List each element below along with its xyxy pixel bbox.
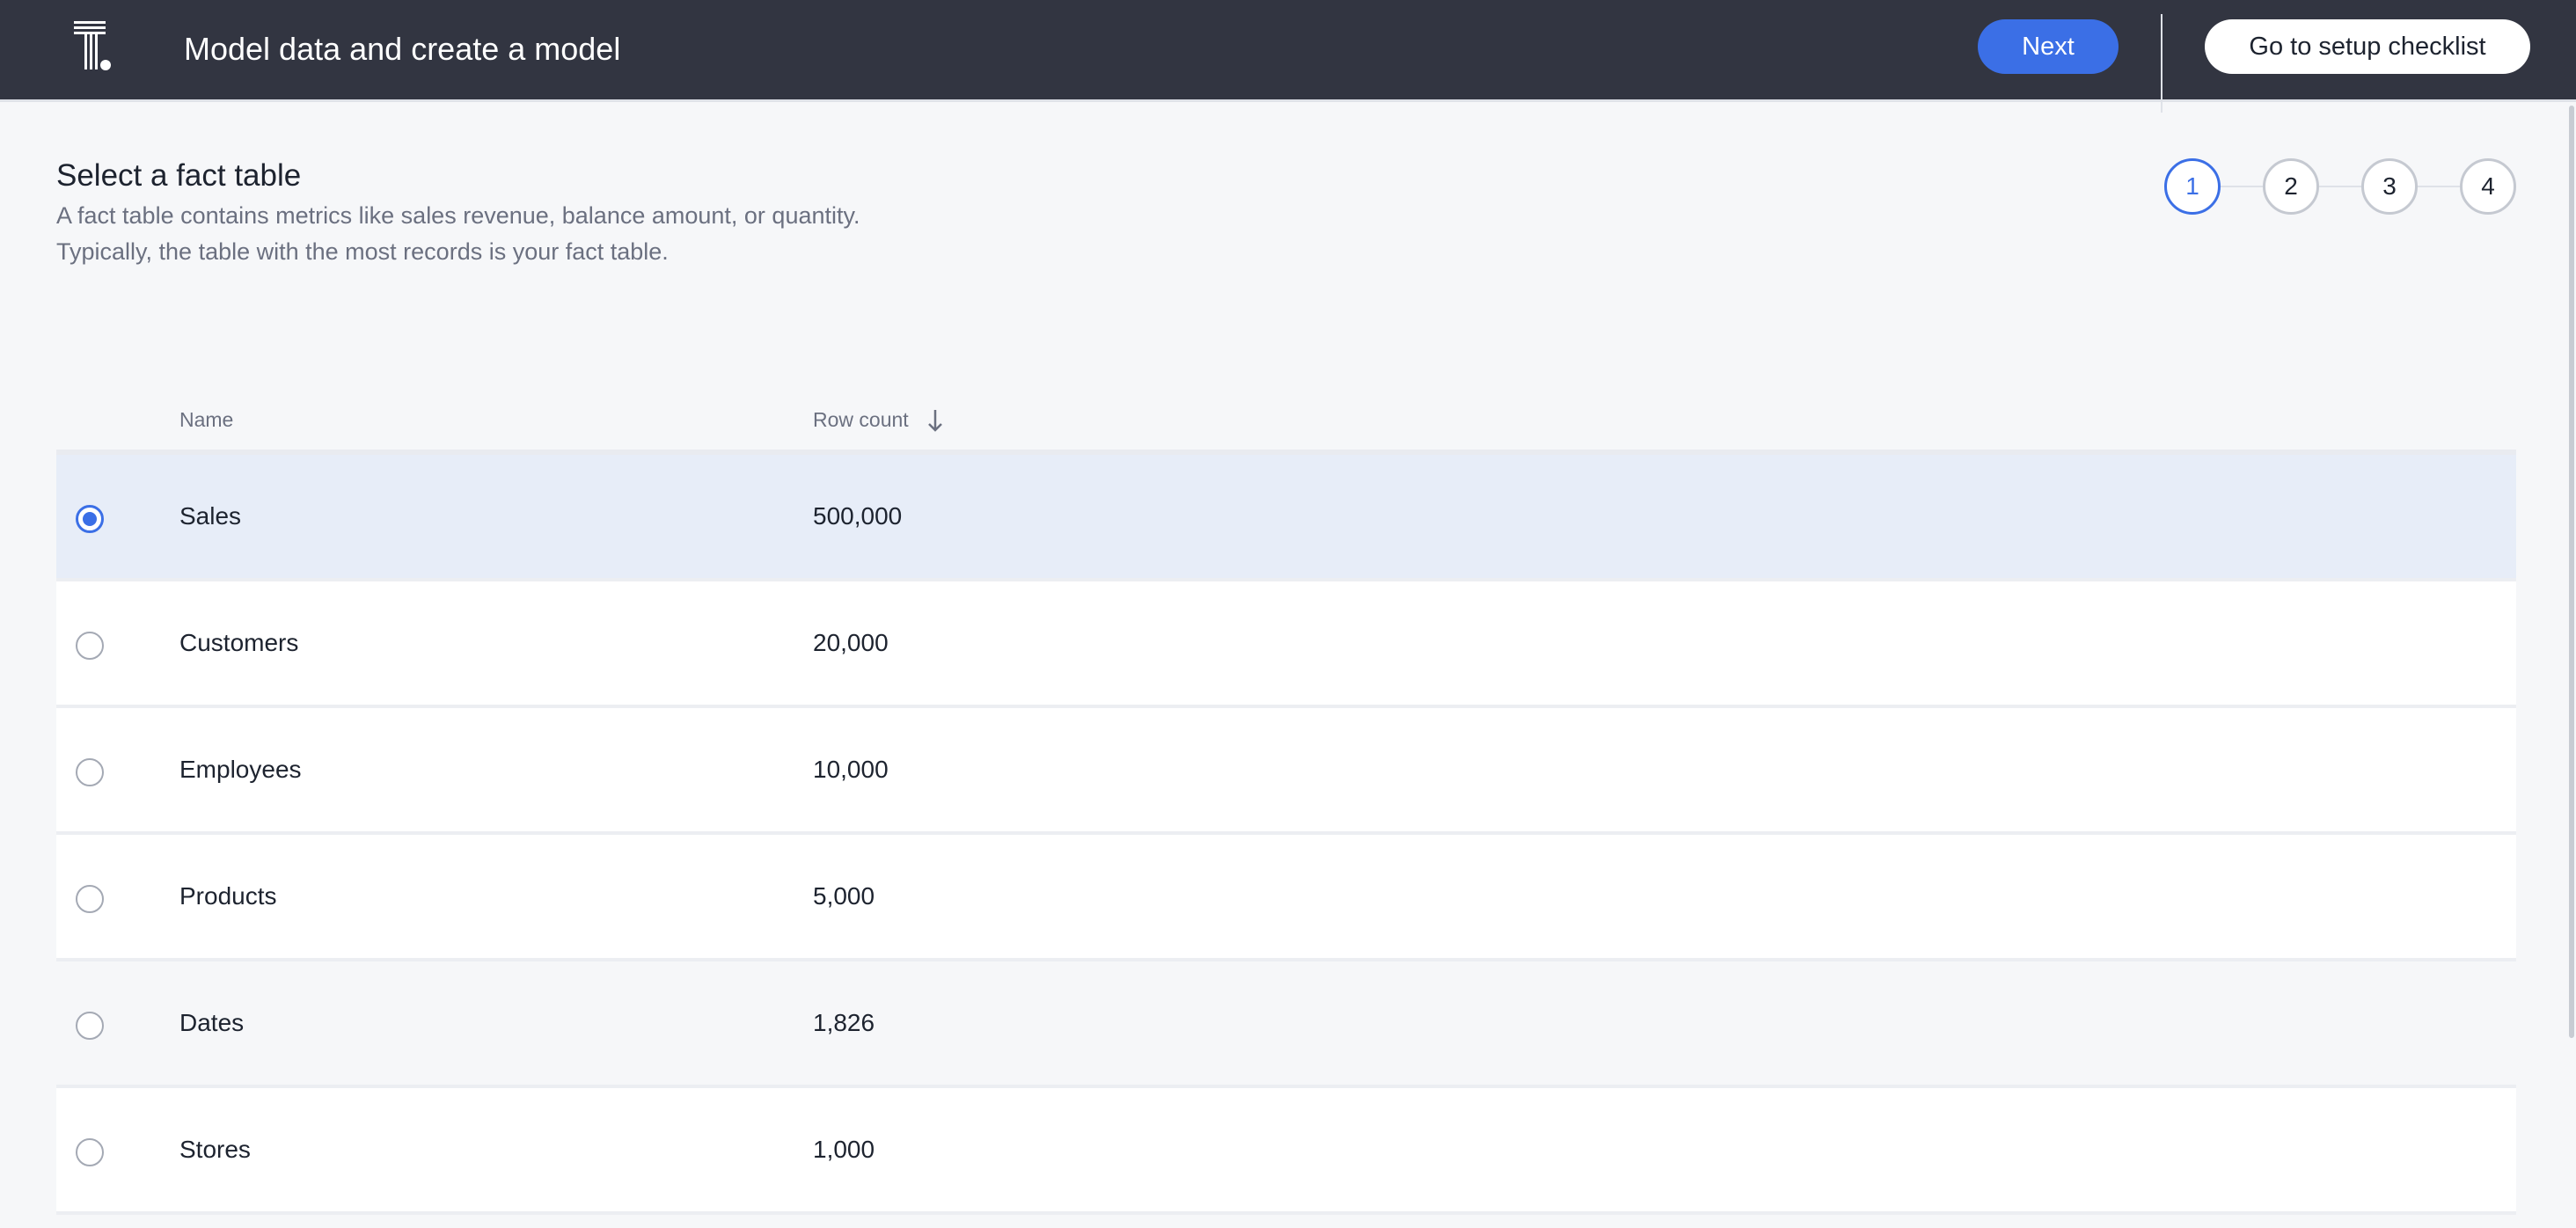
stepper: 1 2 3 4 bbox=[2164, 158, 2516, 215]
table-name: Products bbox=[179, 882, 277, 910]
table-row[interactable]: Stores 1,000 bbox=[56, 1088, 2516, 1215]
top-bar: Model data and create a model Next Go to… bbox=[0, 0, 2576, 113]
divider bbox=[2161, 14, 2163, 113]
row-count: 1,826 bbox=[813, 1009, 875, 1036]
sort-down-arrow-icon[interactable] bbox=[927, 408, 943, 433]
row-count: 20,000 bbox=[813, 629, 889, 656]
table-header: Name Row count bbox=[56, 387, 2516, 455]
radio-button[interactable] bbox=[76, 1012, 104, 1040]
step-1[interactable]: 1 bbox=[2164, 158, 2221, 215]
fact-table-list: Name Row count Sales 500,000 Customers 2… bbox=[56, 387, 2516, 1215]
table-name: Customers bbox=[179, 629, 299, 656]
table-name: Sales bbox=[179, 502, 242, 530]
step-3[interactable]: 3 bbox=[2361, 158, 2418, 215]
table-row[interactable]: Employees 10,000 bbox=[56, 708, 2516, 835]
step-connector bbox=[2221, 186, 2263, 187]
table-row[interactable]: Dates 1,826 bbox=[56, 961, 2516, 1088]
step-connector bbox=[2319, 186, 2361, 187]
row-count: 1,000 bbox=[813, 1136, 875, 1163]
radio-button[interactable] bbox=[76, 758, 104, 786]
row-count: 500,000 bbox=[813, 502, 903, 530]
table-row[interactable]: Sales 500,000 bbox=[56, 455, 2516, 581]
next-button[interactable]: Next bbox=[1978, 19, 2119, 74]
description: A fact table contains metrics like sales… bbox=[56, 202, 860, 229]
section-heading: Select a fact table bbox=[56, 158, 302, 193]
setup-checklist-button[interactable]: Go to setup checklist bbox=[2205, 19, 2530, 74]
step-2[interactable]: 2 bbox=[2263, 158, 2319, 215]
step-connector bbox=[2418, 186, 2460, 187]
radio-button[interactable] bbox=[76, 505, 104, 533]
step-4[interactable]: 4 bbox=[2460, 158, 2516, 215]
page-title: Model data and create a model bbox=[184, 31, 621, 67]
column-header-name[interactable]: Name bbox=[179, 408, 234, 431]
table-name: Employees bbox=[179, 756, 302, 783]
table-row[interactable] bbox=[56, 1216, 2516, 1228]
radio-button[interactable] bbox=[76, 632, 104, 660]
description: Typically, the table with the most recor… bbox=[56, 238, 669, 265]
thoughtspot-logo bbox=[74, 21, 111, 70]
row-count: 5,000 bbox=[813, 882, 875, 910]
row-count: 10,000 bbox=[813, 756, 889, 783]
table-name: Dates bbox=[179, 1009, 245, 1036]
scrollbar[interactable] bbox=[2569, 106, 2574, 1038]
table-name: Stores bbox=[179, 1136, 251, 1163]
radio-button[interactable] bbox=[76, 885, 104, 913]
column-header-row-count[interactable]: Row count bbox=[813, 408, 909, 431]
radio-button[interactable] bbox=[76, 1138, 104, 1166]
table-row[interactable]: Customers 20,000 bbox=[56, 581, 2516, 708]
table-row[interactable]: Products 5,000 bbox=[56, 835, 2516, 961]
